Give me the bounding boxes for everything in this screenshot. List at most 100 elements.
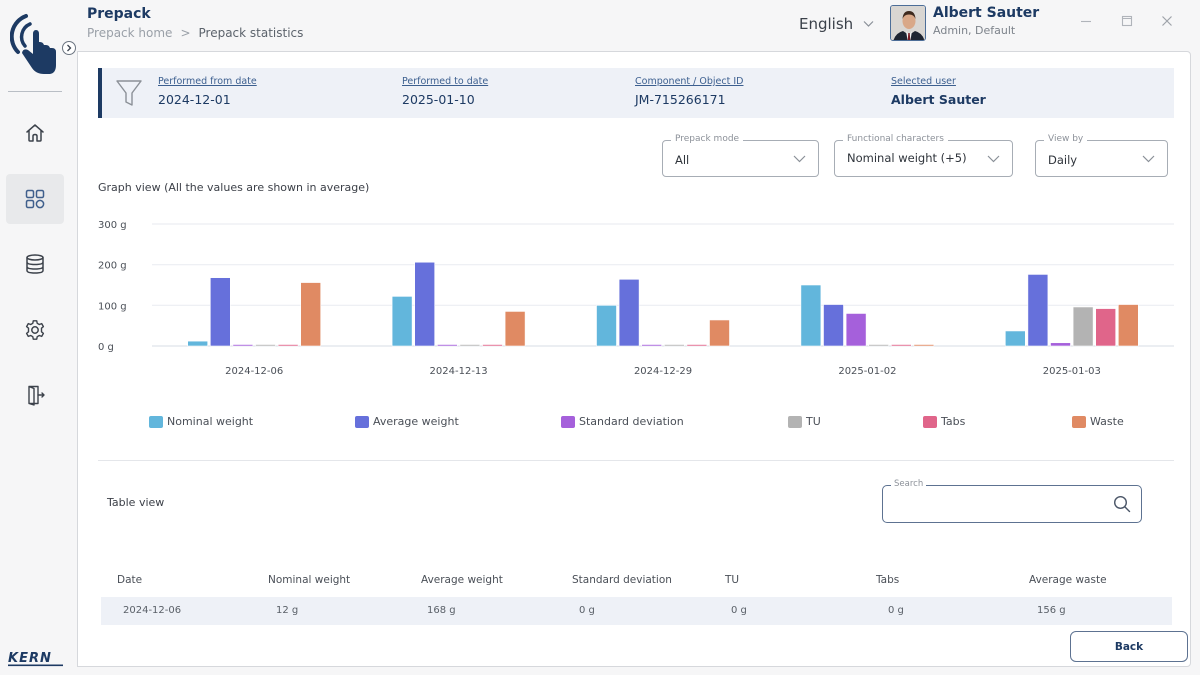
table-header: Date Nominal weight Average weight Standard…: [101, 571, 1171, 589]
table-cell: 168 g: [427, 605, 456, 616]
legend-item[interactable]: TU: [788, 415, 821, 428]
table-row[interactable]: 2024-12-06 12 g 168 g 0 g 0 g 0 g 156 g: [101, 597, 1172, 625]
functional-characters-select[interactable]: Functional characters Nominal weight (+5…: [834, 134, 1013, 177]
table-title: Table view: [107, 496, 165, 509]
user-role: Admin, Default: [933, 24, 1016, 37]
legend-label: Average weight: [373, 415, 459, 428]
bar: [1072, 306, 1094, 347]
collapse-sidebar-button[interactable]: [62, 41, 76, 55]
y-tick-label: 300 g: [98, 220, 127, 231]
column-header[interactable]: TU: [725, 574, 740, 586]
sidebar-item-database[interactable]: [6, 239, 64, 289]
close-button[interactable]: [1159, 13, 1175, 29]
filter-icon[interactable]: [115, 78, 143, 108]
bar: [890, 344, 912, 347]
gear-icon: [25, 320, 45, 340]
touch-hand-logo-icon: [10, 14, 56, 74]
bar: [1050, 342, 1071, 347]
legend-label: Nominal weight: [167, 415, 254, 428]
filter-summary-bar: Performed from date 2024-12-01 Performed…: [98, 68, 1174, 118]
bar: [1027, 274, 1049, 347]
y-tick-label: 100 g: [98, 301, 127, 312]
home-icon: [26, 124, 44, 142]
bar: [845, 313, 867, 347]
component-label: Component / Object ID: [635, 76, 744, 87]
kern-logo: KERN: [8, 651, 63, 667]
prepack-mode-select[interactable]: Prepack mode All: [662, 134, 819, 177]
app-title: Prepack: [87, 6, 151, 22]
column-header[interactable]: Date: [117, 574, 143, 586]
language-selector[interactable]: English: [799, 15, 874, 33]
chevron-down-icon: [1142, 155, 1155, 163]
table-cell: 0 g: [731, 605, 747, 616]
search-icon[interactable]: [1113, 495, 1131, 513]
column-header[interactable]: Standard deviation: [572, 574, 672, 586]
breadcrumb-home[interactable]: Prepack home: [87, 26, 173, 40]
column-header[interactable]: Average weight: [421, 574, 503, 586]
column-header[interactable]: Nominal weight: [268, 574, 351, 586]
chevron-down-icon: [987, 155, 1000, 163]
bar: [391, 296, 413, 347]
component-value: JM-715266171: [635, 92, 726, 107]
bar: [255, 344, 276, 347]
filter-from-date: Performed from date 2024-12-01: [158, 76, 257, 107]
bar: [641, 344, 663, 347]
filter-component: Component / Object ID JM-715266171: [635, 76, 743, 107]
legend-item[interactable]: Tabs: [923, 415, 965, 428]
svg-text:KERN: KERN: [8, 651, 52, 666]
logout-icon: [28, 385, 45, 406]
prepack-mode-value: All: [675, 153, 690, 167]
breadcrumb-current: Prepack statistics: [198, 26, 304, 40]
x-tick-label: 2025-01-02: [838, 366, 896, 377]
grid-icon: [25, 189, 45, 209]
view-by-label: View by: [1044, 134, 1088, 144]
table-cell: 156 g: [1037, 605, 1066, 616]
x-tick-label: 2024-12-13: [430, 366, 488, 377]
bar: [823, 304, 844, 347]
legend-item[interactable]: Nominal weight: [149, 415, 253, 428]
bar: [210, 277, 231, 347]
database-icon: [26, 254, 44, 274]
graph-title: Graph view (All the values are shown in …: [98, 181, 370, 194]
view-by-select[interactable]: View by Daily: [1035, 134, 1168, 177]
bar: [504, 311, 526, 347]
legend-swatch: [788, 415, 802, 428]
bar: [277, 344, 299, 347]
sidebar-item-settings[interactable]: [6, 305, 64, 355]
maximize-button[interactable]: [1119, 13, 1135, 29]
functional-characters-label: Functional characters: [843, 134, 948, 144]
bar: [1095, 308, 1117, 347]
table-cell: 0 g: [888, 605, 904, 616]
y-tick-label: 200 g: [98, 261, 127, 272]
avatar[interactable]: [890, 5, 926, 41]
sidebar-item-logout[interactable]: [6, 370, 64, 420]
sidebar-item-dashboard[interactable]: [6, 174, 64, 224]
user-name[interactable]: Albert Sauter: [933, 5, 1040, 21]
sidebar-divider: [8, 91, 62, 92]
table-cell: 0 g: [579, 605, 595, 616]
breadcrumb: Prepack home > Prepack statistics: [87, 26, 303, 40]
bar: [709, 319, 730, 347]
legend-swatch: [355, 415, 369, 428]
table-cell: 12 g: [276, 605, 299, 616]
column-header[interactable]: Average waste: [1029, 574, 1107, 586]
user-photo-icon: [891, 6, 925, 40]
bar: [868, 344, 890, 347]
sidebar-item-home[interactable]: [6, 108, 64, 158]
legend-swatch: [149, 415, 163, 428]
legend-item[interactable]: Average weight: [355, 415, 459, 428]
bar: [663, 344, 685, 347]
main-panel: Performed from date 2024-12-01 Performed…: [77, 51, 1191, 667]
from-date-label: Performed from date: [158, 76, 257, 87]
search-field[interactable]: Search: [882, 479, 1142, 523]
search-input[interactable]: [893, 494, 1103, 514]
legend-item[interactable]: Standard deviation: [561, 415, 684, 428]
maximize-icon: [1121, 15, 1133, 27]
bar: [1004, 330, 1026, 347]
language-label: English: [799, 15, 854, 33]
bar: [1118, 304, 1139, 347]
legend-item[interactable]: Waste: [1072, 415, 1124, 428]
back-button[interactable]: Back: [1070, 631, 1188, 662]
column-header[interactable]: Tabs: [876, 574, 900, 586]
minimize-button[interactable]: [1078, 13, 1094, 29]
